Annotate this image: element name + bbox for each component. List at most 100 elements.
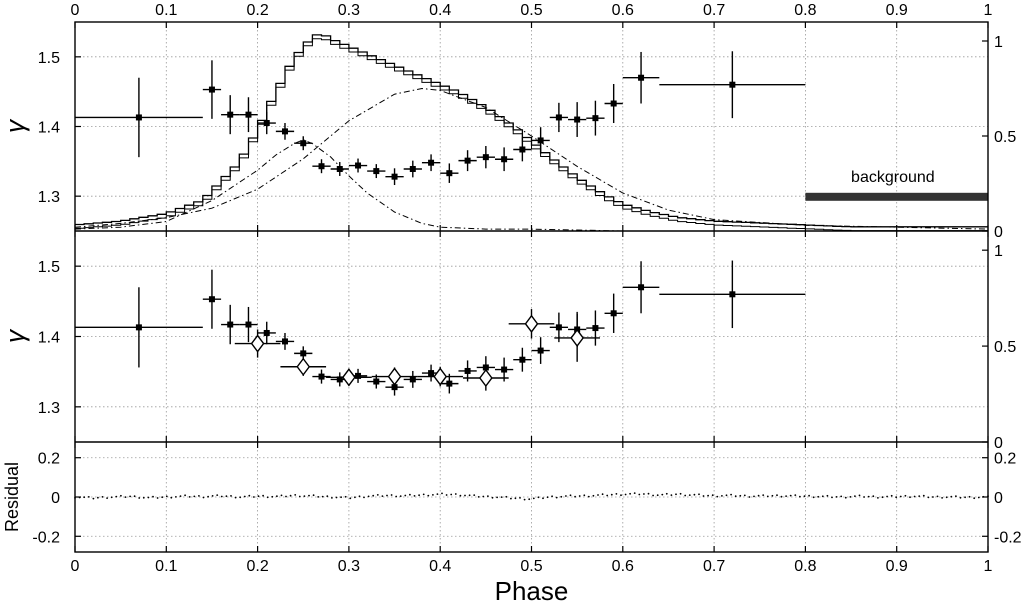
gamma-point-top	[239, 97, 258, 133]
y-tick-label: 1.5	[38, 259, 60, 276]
gamma-point-top	[494, 147, 514, 172]
point-marker	[501, 366, 508, 373]
gamma-point-top	[75, 77, 203, 158]
residual-point	[468, 494, 471, 497]
y-axis-label-bottom: Residual	[2, 462, 22, 532]
residual-point	[812, 496, 815, 499]
residual-point	[890, 494, 893, 497]
residual-point	[459, 494, 462, 497]
residual-point	[620, 494, 622, 497]
point-marker	[638, 74, 645, 81]
residual-point	[211, 495, 214, 497]
gamma-point-top	[348, 158, 368, 173]
gamma-point-top	[385, 168, 404, 186]
gamma-point-middle	[202, 269, 222, 329]
residual-point	[665, 492, 668, 495]
residual-point	[578, 495, 581, 497]
y-tick-label: -0.2	[32, 529, 60, 546]
residual-point	[367, 495, 370, 498]
top-x-tick-label: 0.6	[612, 2, 634, 19]
top-x-tick-label: 0	[71, 2, 80, 19]
residual-point	[340, 496, 342, 499]
residual-point	[757, 494, 760, 497]
gamma-point-top	[586, 100, 605, 136]
background-annotation: background	[851, 169, 935, 186]
residual-point	[955, 495, 957, 498]
residual-point	[188, 496, 191, 498]
residual-point	[441, 492, 443, 495]
residual-point	[477, 496, 480, 498]
point-marker	[501, 156, 508, 163]
residual-point	[363, 496, 365, 499]
point-marker	[537, 137, 544, 144]
point-marker	[610, 310, 617, 317]
point-marker	[208, 86, 215, 93]
residual-point	[248, 494, 251, 497]
gamma-point-top	[202, 60, 222, 119]
residual-point	[693, 493, 696, 496]
residual-point	[376, 494, 379, 496]
residual-point	[175, 496, 177, 498]
residual-point	[344, 495, 347, 498]
y-tick-label: 1.4	[38, 120, 60, 137]
residual-point	[638, 493, 641, 496]
residual-point	[945, 496, 948, 499]
gamma-point-top	[458, 150, 477, 172]
right-y-tick-label: 0.5	[994, 339, 1016, 356]
top-x-tick-label: 1	[984, 2, 993, 19]
residual-point	[743, 494, 746, 497]
residual-point	[633, 492, 636, 494]
residual-point	[560, 495, 563, 498]
right-y-tick-label: 0	[994, 224, 1003, 241]
diamond-point	[417, 366, 464, 387]
point-marker	[464, 367, 471, 374]
residual-point	[262, 494, 264, 497]
residual-point	[941, 497, 943, 499]
background-band	[805, 192, 988, 201]
residual-point	[546, 496, 549, 499]
diamond-marker	[524, 314, 539, 334]
residual-point	[321, 495, 324, 498]
top-x-tick-label: 0.4	[429, 2, 451, 19]
residual-point	[514, 497, 517, 500]
x-tick-label: 0.5	[520, 558, 542, 575]
residual-point	[867, 495, 870, 498]
residual-point	[950, 495, 953, 498]
point-marker	[537, 347, 544, 354]
point-marker	[300, 350, 307, 357]
residual-point	[331, 497, 333, 499]
diamond-marker	[433, 367, 448, 386]
point-marker	[464, 157, 471, 164]
gamma-point-top	[476, 146, 495, 169]
residual-point	[243, 495, 246, 498]
residual-point	[964, 496, 966, 499]
residual-point	[927, 496, 930, 499]
residual-point	[170, 496, 173, 499]
gamma-point-middle	[586, 310, 605, 346]
residual-point	[257, 495, 260, 498]
residual-point	[120, 494, 122, 497]
point-marker	[409, 165, 416, 172]
gamma-point-top	[531, 127, 550, 154]
diamond-point	[371, 367, 418, 386]
top-x-tick-label: 0.9	[886, 2, 908, 19]
residual-point	[675, 493, 677, 496]
residual-point	[748, 496, 751, 498]
point-marker	[555, 324, 562, 331]
residual-point	[587, 495, 590, 498]
top-x-tick-label: 0.8	[794, 2, 816, 19]
diamond-point	[234, 329, 281, 358]
residual-point	[496, 496, 498, 499]
residual-point	[739, 494, 742, 497]
residual-point	[482, 495, 485, 498]
residual-point	[487, 495, 489, 497]
top-x-tick-label: 0.1	[155, 2, 177, 19]
residual-point	[464, 494, 466, 497]
point-marker	[318, 373, 325, 380]
residual-point	[569, 494, 572, 497]
residual-point	[959, 496, 962, 499]
residual-point	[436, 493, 439, 495]
residual-point	[450, 493, 453, 496]
gamma-point-top	[294, 136, 313, 151]
residual-point	[771, 494, 774, 497]
